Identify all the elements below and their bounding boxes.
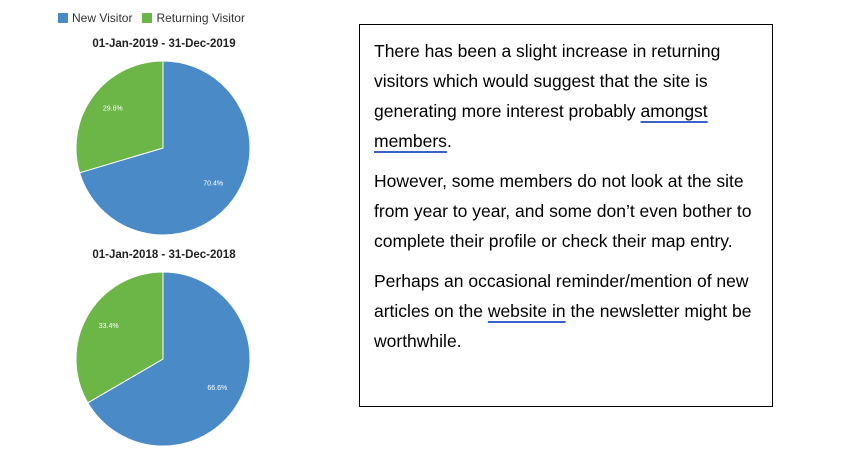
commentary-paragraph-2: However, some members do not look at the… [374, 171, 752, 251]
pie-chart-2018-title: 01-Jan-2018 - 31-Dec-2018 [92, 249, 236, 261]
pie-slice-label: 29.6% [103, 106, 123, 113]
legend-item-new-visitor[interactable]: New Visitor [58, 11, 132, 25]
commentary-box: There has been a slight increase in retu… [359, 24, 773, 407]
commentary-p3-text: Perhaps an occasional reminder/mention o… [374, 271, 749, 321]
pie-slice-new-visitor[interactable] [87, 271, 251, 447]
commentary-paragraph-3: Perhaps an occasional reminder/mention o… [374, 266, 758, 356]
legend-item-returning-visitor[interactable]: Returning Visitor [142, 11, 245, 25]
pie-slice-new-visitor[interactable] [78, 60, 251, 236]
pie-slice-returning-visitor[interactable] [75, 60, 164, 174]
pie-chart-2018: 66.6% 33.4% [75, 271, 251, 447]
commentary-p1-end: . [446, 131, 452, 151]
pie-slice-label: 66.6% [207, 385, 227, 392]
legend-swatch-new-visitor [58, 13, 68, 23]
pie-chart-2019-title: 01-Jan-2019 - 31-Dec-2019 [92, 38, 236, 50]
pie-slice-label: 70.4% [203, 181, 223, 188]
chart-legend: New Visitor Returning Visitor [58, 11, 255, 25]
pie-chart-2019: 70.4% 29.6% [75, 60, 251, 236]
pie-slice-returning-visitor[interactable] [75, 271, 164, 404]
legend-label-returning-visitor: Returning Visitor [156, 11, 245, 25]
pie-slice-label: 33.4% [99, 323, 119, 330]
legend-label-new-visitor: New Visitor [72, 11, 133, 25]
spellcheck-underlined-text: website in [487, 301, 566, 321]
commentary-p3-end: the newsletter might be worthwhile. [374, 301, 752, 351]
spellcheck-underlined-text: amongst members [374, 101, 708, 151]
commentary-paragraph-1: There has been a slight increase in retu… [374, 36, 758, 156]
commentary-p1-text: There has been a slight increase in retu… [374, 41, 721, 121]
legend-swatch-returning-visitor [142, 13, 153, 23]
